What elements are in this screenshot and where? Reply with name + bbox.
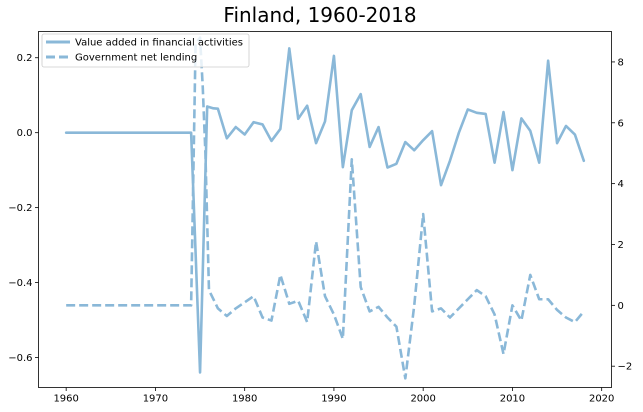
y-right-tick-label: 6 [618, 118, 624, 129]
series-layer [64, 36, 586, 380]
y-left-tick-label: −0.4 [8, 278, 32, 289]
y-left-tick-label: −0.6 [8, 353, 32, 364]
legend-box [41, 33, 250, 68]
x-tick-label: 2020 [589, 394, 614, 405]
legend: Value added in financial activities Gove… [41, 33, 250, 68]
series-line-financial-activities [64, 47, 586, 374]
chart-title: Finland, 1960-2018 [223, 3, 416, 27]
legend-label-financial: Value added in financial activities [75, 38, 243, 49]
y-left-tick-label: 0.2 [17, 53, 33, 64]
y-right-tick-label: −2 [618, 362, 633, 373]
x-tick-label: 1970 [143, 394, 168, 405]
y-right-tick-label: 0 [618, 301, 624, 312]
x-tick-label: 2000 [410, 394, 435, 405]
y-left-tick-label: −0.2 [8, 203, 32, 214]
plot-frame [38, 31, 612, 388]
y-right-tick-label: 4 [618, 179, 624, 190]
y-left-tick-label: 0.0 [17, 128, 33, 139]
legend-label-lending: Government net lending [75, 53, 197, 64]
y-right-tick-label: 8 [618, 57, 624, 68]
x-tick-label: 1990 [321, 394, 346, 405]
y-axis-left: 0.2 0.0 −0.2 −0.4 −0.6 [8, 53, 39, 364]
x-tick-label: 2010 [500, 394, 525, 405]
x-axis: 1960 1970 1980 1990 2000 2010 2020 [53, 387, 614, 405]
x-tick-label: 1960 [53, 394, 78, 405]
series-line-government-net-lending [66, 36, 585, 380]
y-right-tick-label: 2 [618, 240, 624, 251]
y-axis-right: 8 6 4 2 0 −2 [611, 57, 633, 373]
x-tick-label: 1980 [232, 394, 257, 405]
